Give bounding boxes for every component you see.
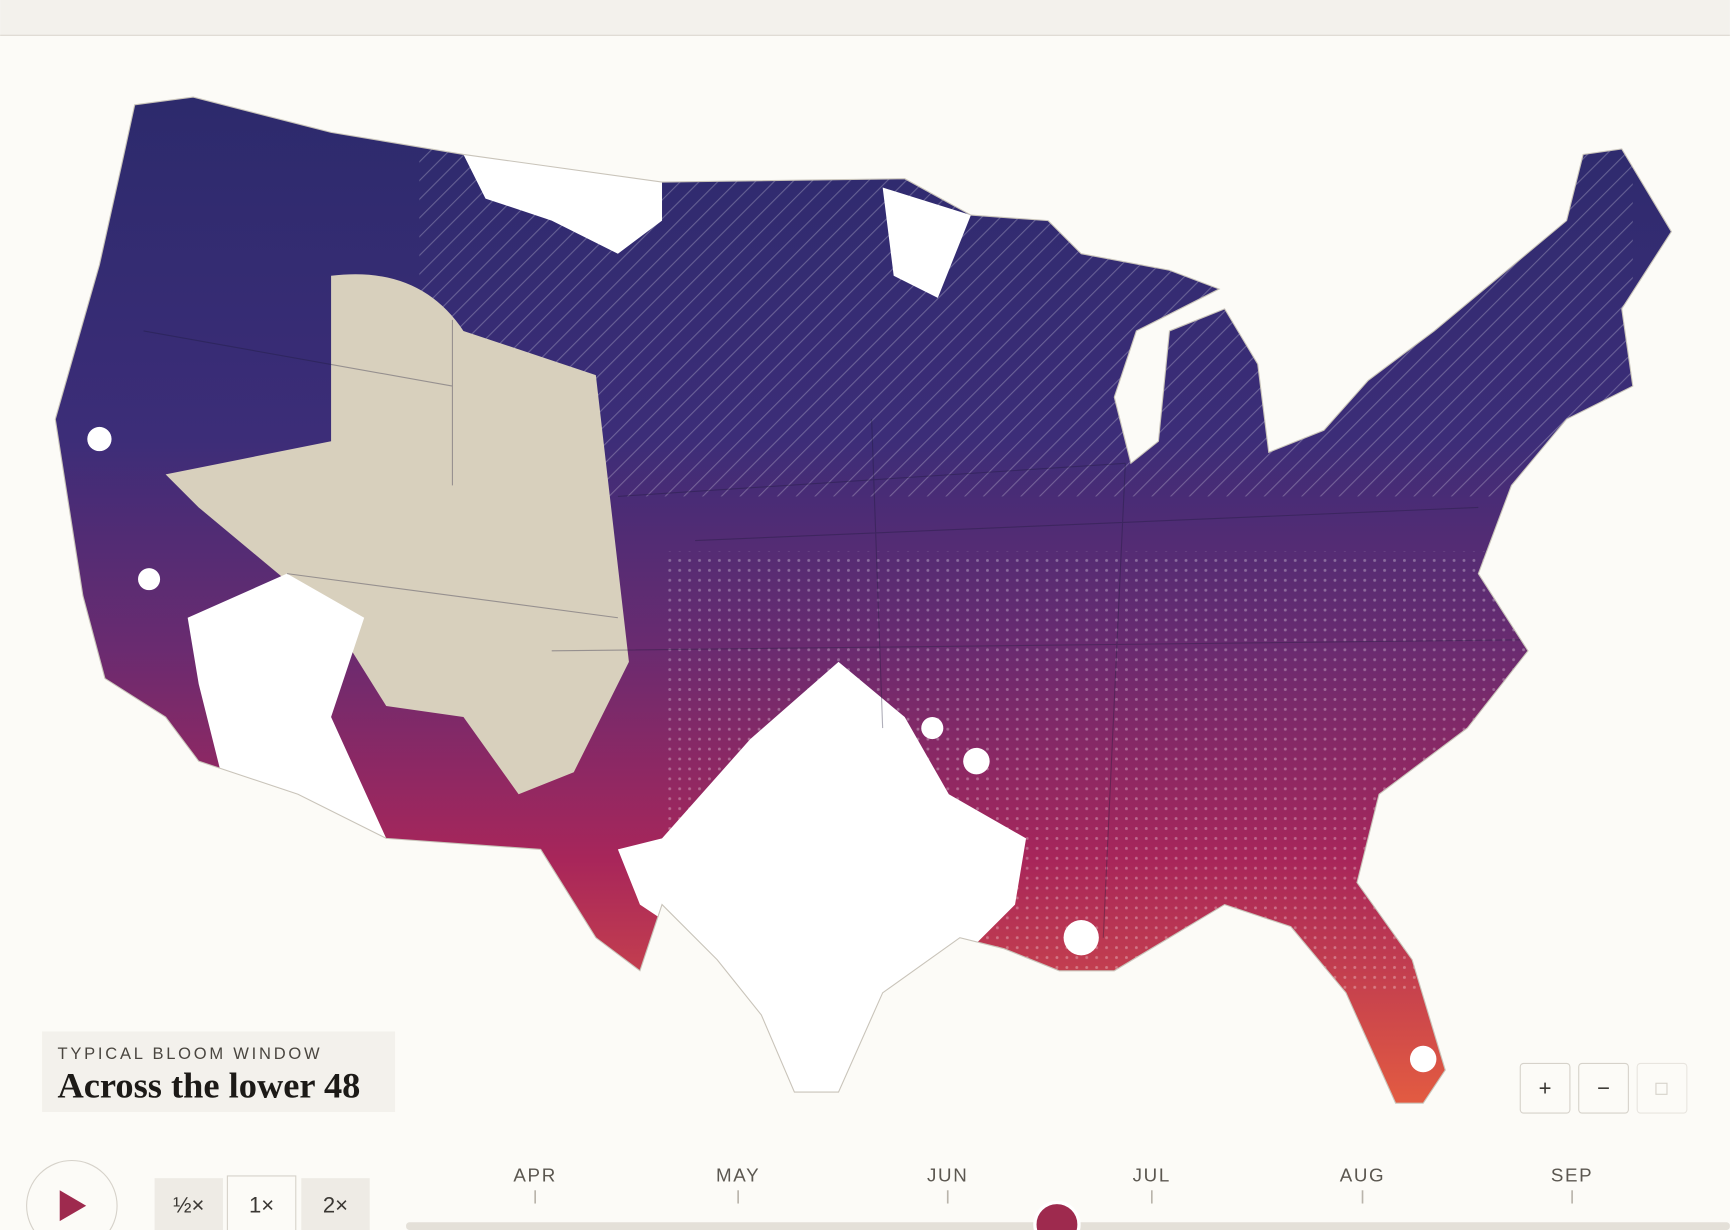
play-button[interactable] [26, 1159, 118, 1230]
speed-half-box[interactable] [154, 1178, 223, 1230]
spot [921, 717, 944, 740]
month-label: MAY [716, 1164, 760, 1185]
spot [963, 747, 990, 775]
bloom-map[interactable] [0, 66, 1730, 1125]
month-label: AUG [1340, 1164, 1386, 1185]
timeline: APR MAY JUN JUL AUG SEP [406, 1164, 1730, 1230]
legend: TYPICAL BLOOM WINDOW Across the lower 48 [42, 1031, 396, 1112]
zoom-in[interactable]: + [1519, 1062, 1571, 1114]
north-region [463, 154, 663, 254]
top-bar [0, 0, 1730, 36]
mountain-region [165, 274, 629, 795]
state-borders [143, 319, 1523, 938]
zoom-out-label[interactable]: − [1597, 1076, 1610, 1101]
speed-double[interactable]: 2× [323, 1193, 348, 1218]
zoom-out[interactable]: − [1578, 1062, 1629, 1114]
zoom-reset-box[interactable] [1636, 1062, 1688, 1114]
desert-region [187, 573, 387, 839]
play-icon [59, 1190, 87, 1222]
plains-region [617, 661, 1027, 1093]
zoom-out-box[interactable] [1578, 1062, 1629, 1114]
timeline-handle[interactable] [1033, 1200, 1081, 1230]
legend-title: Across the lower 48 [58, 1066, 361, 1106]
month-label: APR [513, 1164, 557, 1185]
zoom-in-label[interactable]: + [1539, 1076, 1552, 1101]
month-ticks [534, 1190, 1573, 1204]
speed-normal-box[interactable] [226, 1175, 297, 1230]
spot [138, 568, 161, 591]
zoom-reset[interactable] [1636, 1062, 1688, 1114]
lake-region [882, 187, 971, 298]
speed-normal[interactable]: 1× [249, 1193, 274, 1218]
spot [1409, 1045, 1437, 1073]
spot [87, 426, 112, 452]
month-label: JUN [927, 1164, 968, 1185]
zoom-in-box[interactable] [1519, 1062, 1571, 1114]
zoom-controls: + − [1519, 1062, 1688, 1114]
spot [1063, 920, 1099, 956]
play-circle[interactable] [26, 1159, 118, 1230]
speed-double-box[interactable] [301, 1178, 370, 1230]
speed-controls: ½× 1× 2× [154, 1175, 370, 1230]
speed-half[interactable]: ½× [173, 1193, 204, 1218]
legend-eyebrow: TYPICAL BLOOM WINDOW [58, 1044, 323, 1063]
month-label: SEP [1551, 1164, 1593, 1185]
month-label: JUL [1133, 1164, 1171, 1185]
zoom-reset-icon [1655, 1082, 1668, 1095]
legend-box [42, 1031, 396, 1112]
